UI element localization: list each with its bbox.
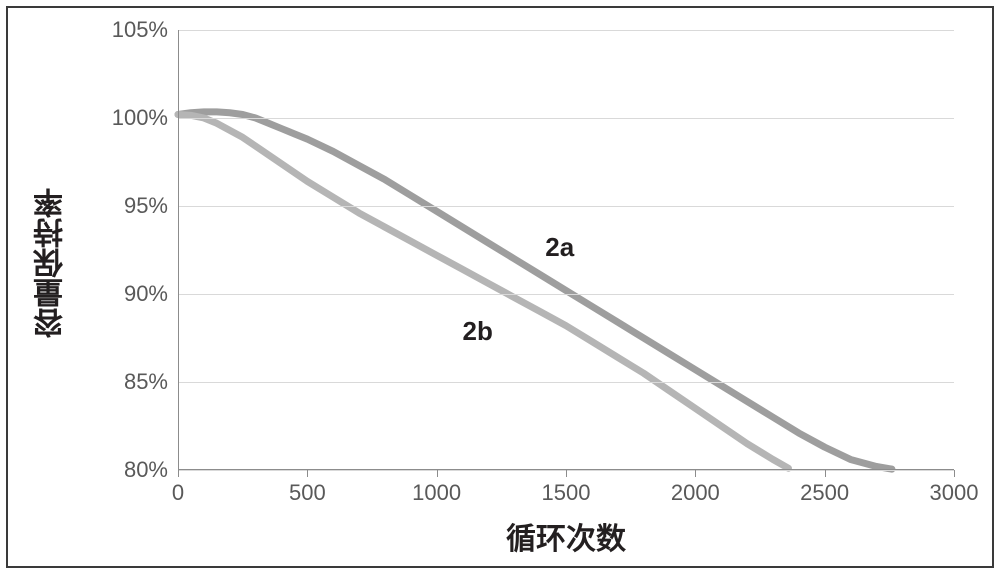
series-line-2b [178,114,788,468]
gridline-horizontal [178,118,954,119]
y-tick-label: 85% [124,369,168,395]
x-tick-label: 1500 [542,480,591,506]
x-tick-mark [825,470,826,477]
x-tick-label: 0 [172,480,184,506]
y-axis-line [178,30,179,470]
y-tick-label: 105% [112,17,168,43]
x-tick-mark [566,470,567,477]
x-tick-mark [954,470,955,477]
x-tick-label: 2000 [671,480,720,506]
series-label-2b: 2b [463,316,493,347]
x-tick-label: 500 [289,480,326,506]
y-axis-title: 容量保持率 [30,153,74,373]
series-label-2a: 2a [545,232,574,263]
y-tick-label: 80% [124,457,168,483]
y-tick-label: 95% [124,193,168,219]
x-tick-label: 1000 [412,480,461,506]
x-tick-mark [307,470,308,477]
gridline-horizontal [178,30,954,31]
x-tick-mark [695,470,696,477]
x-tick-mark [437,470,438,477]
x-tick-label: 2500 [800,480,849,506]
gridline-horizontal [178,382,954,383]
gridline-horizontal [178,206,954,207]
x-axis-title: 循环次数 [506,514,626,558]
y-tick-label: 100% [112,105,168,131]
y-tick-label: 90% [124,281,168,307]
x-tick-label: 3000 [930,480,979,506]
x-tick-mark [178,470,179,477]
gridline-horizontal [178,294,954,295]
